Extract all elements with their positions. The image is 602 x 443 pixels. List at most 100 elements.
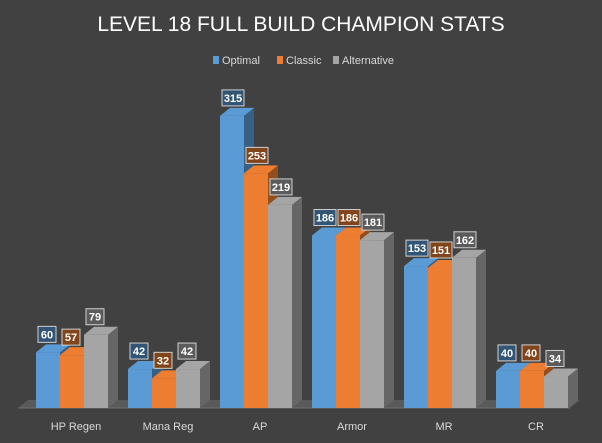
bar-side bbox=[384, 232, 394, 408]
data-label-text: 42 bbox=[133, 346, 145, 358]
bar-front bbox=[520, 370, 544, 408]
data-label-text: 181 bbox=[364, 217, 382, 229]
legend-label: Optimal bbox=[222, 55, 260, 67]
data-label-text: 162 bbox=[456, 235, 474, 247]
bar-top bbox=[496, 362, 530, 371]
legend-swatch bbox=[213, 56, 219, 64]
data-label: 32 bbox=[153, 351, 173, 369]
data-label-text: 40 bbox=[525, 348, 537, 360]
data-label-box bbox=[37, 325, 57, 343]
data-label-box bbox=[405, 239, 429, 257]
bar-side bbox=[200, 361, 210, 408]
bar-side bbox=[568, 368, 578, 408]
bars bbox=[36, 107, 578, 408]
bar-top bbox=[404, 258, 438, 267]
bar-hp-regen-alternative bbox=[84, 326, 118, 408]
data-label-text: 32 bbox=[157, 355, 169, 367]
bar-front bbox=[60, 355, 84, 408]
data-label-box bbox=[177, 342, 197, 360]
bar-mana-reg-alternative bbox=[176, 361, 210, 408]
data-label: 79 bbox=[85, 308, 105, 326]
legend-item-optimal: Optimal bbox=[213, 55, 260, 67]
data-label: 219 bbox=[269, 178, 293, 196]
data-label-box bbox=[221, 89, 245, 107]
data-label-box bbox=[313, 209, 337, 227]
legend: Optimal Classic Alternative bbox=[213, 55, 394, 67]
data-label-text: 219 bbox=[272, 182, 290, 194]
category-labels: HP Regen Mana Reg AP Armor MR CR bbox=[51, 421, 544, 433]
category-label: HP Regen bbox=[51, 421, 102, 433]
bar-front bbox=[428, 267, 452, 408]
data-label-text: 151 bbox=[432, 245, 450, 257]
data-label-text: 186 bbox=[340, 213, 358, 225]
bar-top bbox=[36, 344, 70, 353]
bar-front bbox=[404, 266, 428, 408]
data-label: 60 bbox=[37, 325, 57, 343]
data-label-text: 60 bbox=[41, 329, 53, 341]
bar-top bbox=[268, 196, 302, 205]
category-label: CR bbox=[528, 421, 544, 433]
bar-front bbox=[128, 369, 152, 408]
legend-swatch bbox=[277, 56, 283, 64]
category-label: Armor bbox=[337, 421, 367, 433]
legend-item-alternative: Alternative bbox=[333, 55, 394, 67]
bar-cr-alternative bbox=[544, 368, 578, 408]
data-label-text: 34 bbox=[549, 353, 562, 365]
legend-label: Alternative bbox=[342, 55, 394, 67]
data-label: 42 bbox=[129, 342, 149, 360]
data-label-text: 153 bbox=[408, 243, 426, 255]
data-label-box bbox=[61, 328, 81, 346]
chart-title: LEVEL 18 FULL BUILD CHAMPION STATS bbox=[97, 13, 504, 36]
category-label: AP bbox=[253, 421, 268, 433]
bar-front bbox=[220, 115, 244, 408]
bar-ap-alternative bbox=[268, 196, 302, 408]
bar-top bbox=[452, 249, 486, 258]
data-label: 34 bbox=[545, 349, 565, 367]
bar-side bbox=[292, 196, 302, 408]
bar-front bbox=[544, 376, 568, 408]
data-label-text: 186 bbox=[316, 213, 334, 225]
data-label: 186 bbox=[313, 209, 337, 227]
data-label: 162 bbox=[453, 231, 477, 249]
data-label-box bbox=[545, 349, 565, 367]
data-label-box bbox=[245, 146, 269, 164]
bar-mr-alternative bbox=[452, 249, 486, 408]
bar-front bbox=[152, 378, 176, 408]
legend-label: Classic bbox=[286, 55, 322, 67]
data-label-box bbox=[521, 344, 541, 362]
data-label: 57 bbox=[61, 328, 81, 346]
bar-front bbox=[452, 257, 476, 408]
bar-top bbox=[220, 107, 254, 116]
legend-item-classic: Classic bbox=[277, 55, 322, 67]
data-label: 315 bbox=[221, 89, 245, 107]
bar-top bbox=[312, 227, 346, 236]
data-label: 181 bbox=[361, 213, 385, 231]
data-label-text: 253 bbox=[248, 150, 266, 162]
data-label-box bbox=[429, 241, 453, 259]
category-label: MR bbox=[435, 421, 452, 433]
data-label-box bbox=[337, 209, 361, 227]
data-label-text: 42 bbox=[181, 346, 193, 358]
data-label-text: 57 bbox=[65, 332, 77, 344]
data-label-box bbox=[453, 231, 477, 249]
bar-armor-alternative bbox=[360, 232, 394, 408]
data-label-box bbox=[269, 178, 293, 196]
bar-side bbox=[108, 326, 118, 408]
data-labels: 60 57 79 42 32 42 315 253 219 186 186 181 153 151 162 4… bbox=[37, 89, 565, 369]
data-label-box bbox=[153, 351, 173, 369]
data-label: 186 bbox=[337, 209, 361, 227]
bar-front bbox=[36, 352, 60, 408]
bar-front bbox=[360, 240, 384, 408]
data-label: 42 bbox=[177, 342, 197, 360]
bar-top bbox=[84, 326, 118, 335]
data-label: 153 bbox=[405, 239, 429, 257]
data-label-box bbox=[85, 308, 105, 326]
legend-swatch bbox=[333, 56, 339, 64]
category-label: Mana Reg bbox=[143, 421, 194, 433]
bar-front bbox=[496, 370, 520, 408]
data-label: 151 bbox=[429, 241, 453, 259]
bar-side bbox=[476, 249, 486, 408]
bar-front bbox=[176, 369, 200, 408]
data-label-box bbox=[497, 344, 517, 362]
bar-top bbox=[544, 368, 578, 377]
